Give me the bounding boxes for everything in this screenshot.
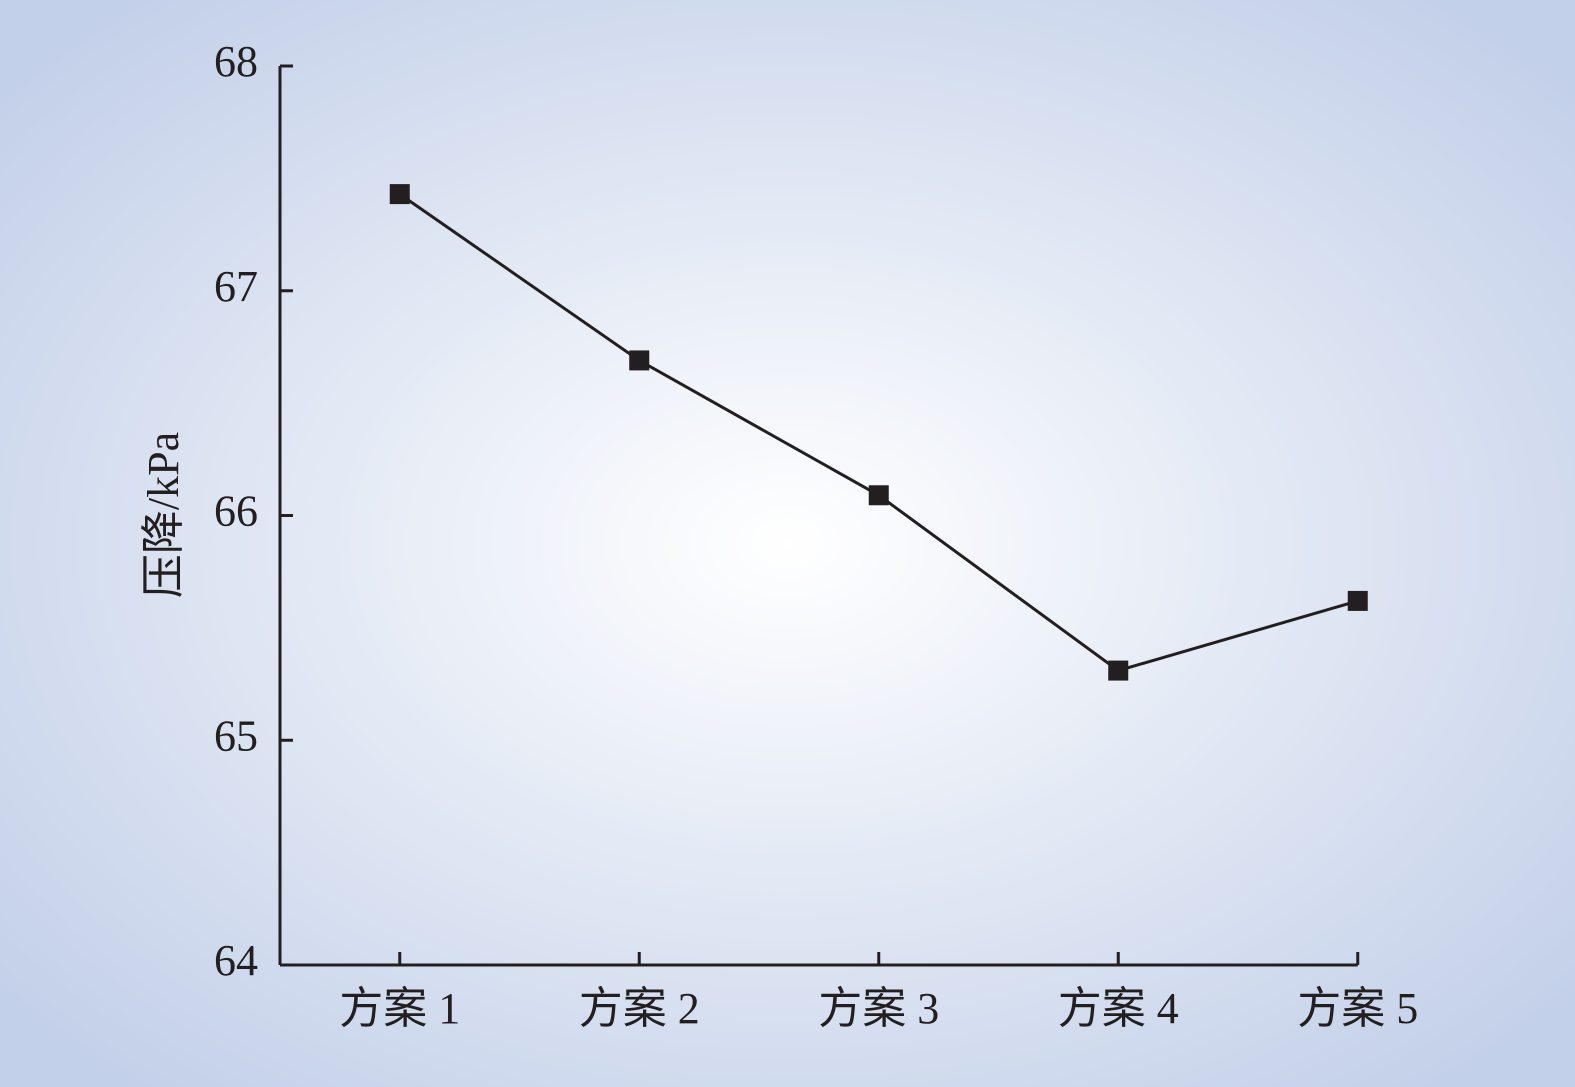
y-axis-label: 压降/kPa [139,432,188,598]
y-tick-label: 64 [214,936,258,985]
x-tick-label: 方案 4 [1058,984,1179,1033]
x-tick-label: 方案 1 [339,984,460,1033]
x-tick-label: 方案 3 [818,984,939,1033]
marker [1347,590,1368,611]
x-tick-label: 方案 2 [579,984,700,1033]
marker [868,485,889,506]
y-tick-label: 67 [214,262,258,311]
y-tick-label: 68 [214,37,258,86]
marker [1108,660,1129,681]
marker [389,184,410,205]
x-tick-label: 方案 5 [1297,984,1418,1033]
marker [629,350,650,371]
y-tick-label: 66 [214,487,258,536]
y-tick-label: 65 [214,711,258,760]
